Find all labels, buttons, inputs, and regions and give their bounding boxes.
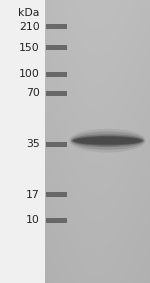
Bar [46,142,67,147]
Text: 210: 210 [19,22,40,32]
Bar [46,192,67,197]
Ellipse shape [72,136,143,145]
Ellipse shape [71,134,144,147]
Text: kDa: kDa [18,8,40,18]
Text: 100: 100 [19,69,40,79]
Text: 70: 70 [26,88,40,98]
Text: 17: 17 [26,190,40,200]
Bar [46,218,67,223]
Text: 35: 35 [26,139,40,149]
Bar [46,45,67,50]
Ellipse shape [74,137,141,144]
Bar [46,72,67,77]
Bar [46,91,67,96]
Ellipse shape [70,132,145,150]
Ellipse shape [69,129,146,153]
Text: 150: 150 [19,42,40,53]
Text: 10: 10 [26,215,40,225]
Bar [46,24,67,29]
